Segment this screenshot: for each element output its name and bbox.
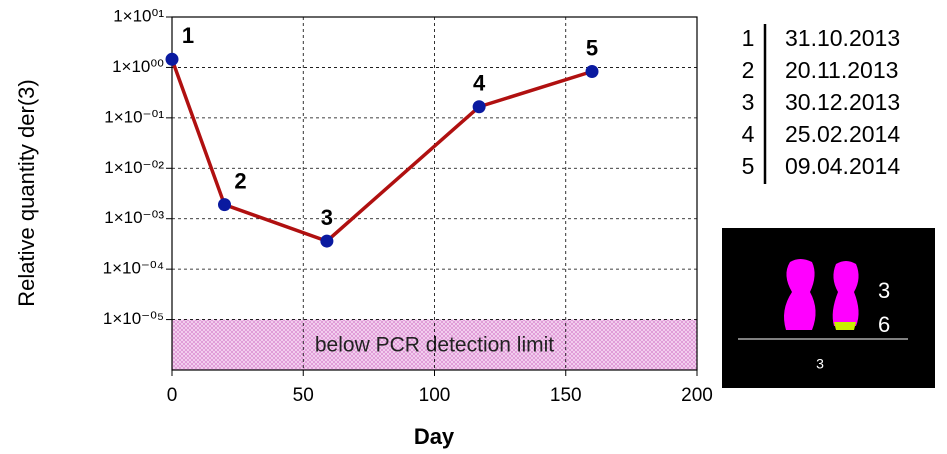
table-date: 25.02.2014 — [785, 121, 900, 147]
y-tick-label: 1×10⁻⁰¹ — [104, 107, 164, 126]
table-date: 20.11.2013 — [785, 57, 898, 83]
point-label: 5 — [586, 35, 598, 60]
y-tick-label: 1×10⁻⁰² — [104, 158, 164, 177]
inset-label: 6 — [878, 312, 890, 337]
chromosome-segment — [834, 322, 856, 330]
table-date: 31.10.2013 — [785, 25, 900, 51]
table-index: 5 — [742, 153, 755, 179]
data-point — [166, 53, 179, 66]
data-point — [473, 100, 486, 113]
data-line — [172, 59, 592, 241]
inset-background — [722, 228, 935, 388]
point-label: 1 — [182, 23, 194, 48]
data-point — [218, 198, 231, 211]
table-date: 09.04.2014 — [785, 153, 900, 179]
data-point — [586, 65, 599, 78]
table-index: 2 — [742, 57, 755, 83]
point-label: 2 — [234, 168, 246, 193]
point-label: 4 — [473, 71, 486, 96]
y-axis-title: Relative quantity der(3) — [14, 79, 39, 306]
x-tick-label: 200 — [681, 385, 713, 406]
table-date: 30.12.2013 — [785, 89, 900, 115]
y-tick-label: 1×10⁰⁰ — [112, 57, 164, 76]
x-tick-label: 100 — [419, 385, 451, 406]
x-tick-label: 0 — [167, 385, 178, 406]
table-index: 4 — [742, 121, 755, 147]
y-tick-label: 1×10⁰¹ — [113, 6, 164, 25]
table-index: 3 — [742, 89, 755, 115]
inset-label: 3 — [878, 278, 890, 303]
inset-image: 3 6 3 — [722, 228, 935, 388]
x-tick-label: 50 — [293, 385, 314, 406]
table-index: 1 — [742, 25, 755, 51]
y-tick-label: 1×10⁻⁰⁵ — [103, 309, 164, 328]
inset-caption: 3 — [816, 356, 824, 372]
x-axis-title: Day — [414, 424, 455, 449]
chart: Relative quantity der(3) Day 3 6 3 below… — [0, 0, 947, 454]
y-tick-label: 1×10⁻⁰³ — [104, 208, 164, 227]
point-label: 3 — [321, 205, 333, 230]
y-tick-label: 1×10⁻⁰⁴ — [103, 259, 164, 278]
x-tick-label: 150 — [550, 385, 582, 406]
data-point — [320, 235, 333, 248]
